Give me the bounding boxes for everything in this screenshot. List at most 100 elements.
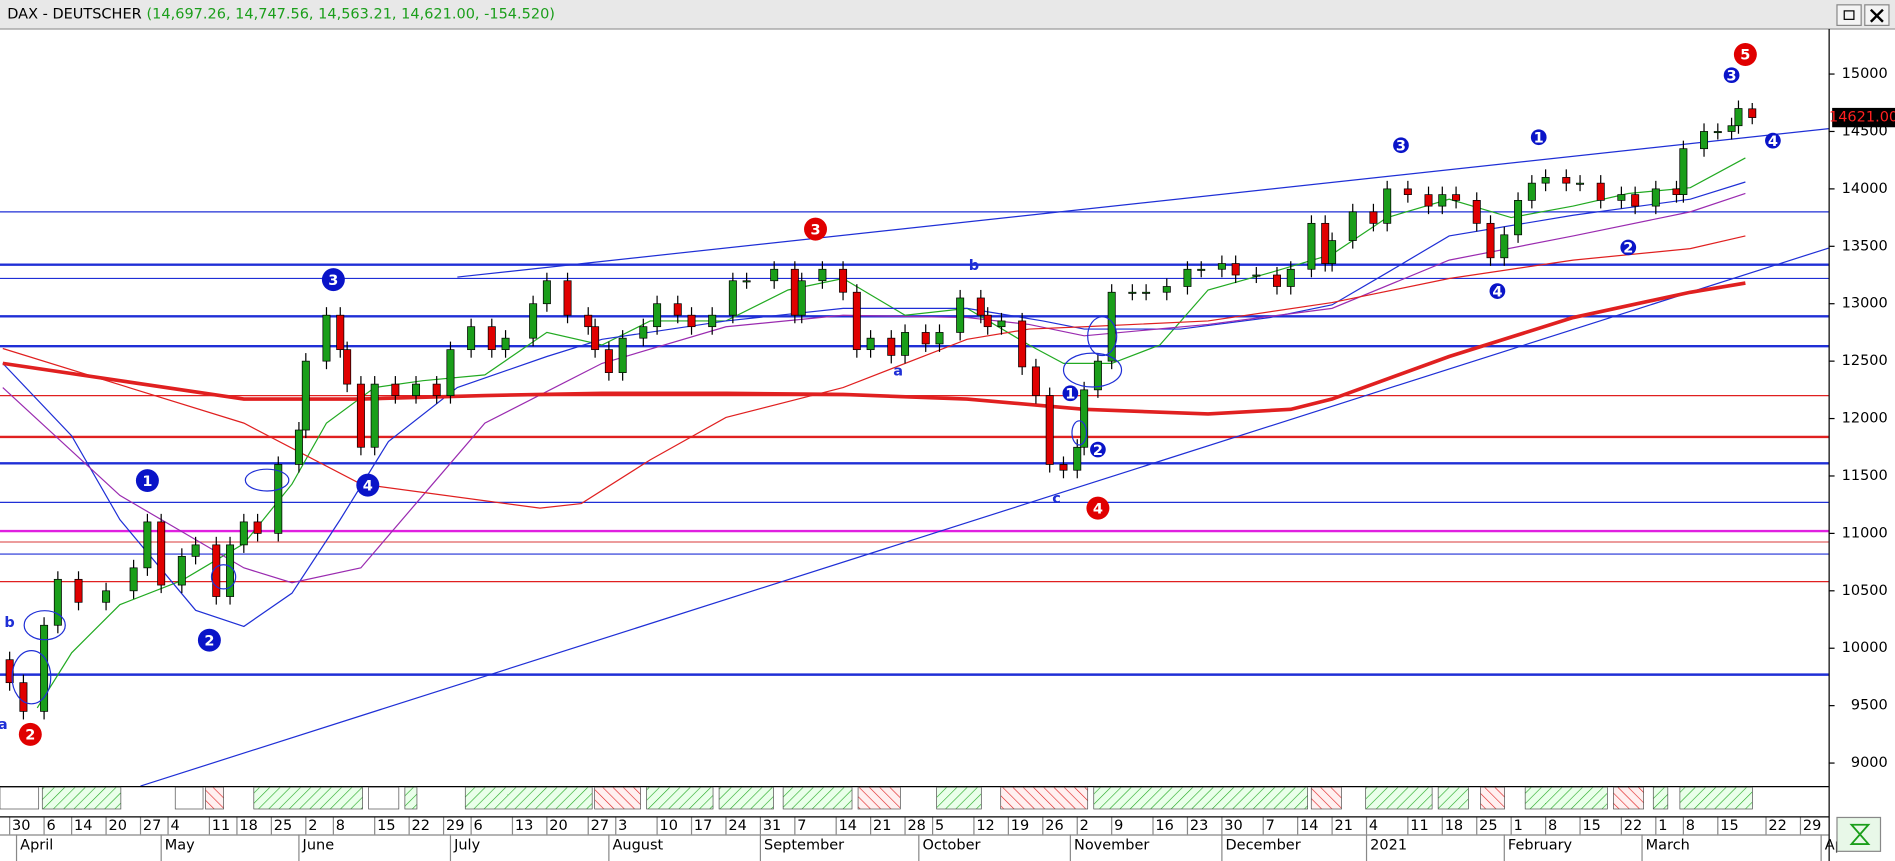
- strip-cell: [857, 786, 901, 810]
- candle-body: [1500, 234, 1509, 259]
- wave-label: 4: [1768, 134, 1778, 150]
- candle-body: [1713, 131, 1722, 134]
- candle-body: [1273, 274, 1281, 287]
- month-label: August: [613, 837, 664, 853]
- candle-body: [584, 314, 593, 328]
- wave-label: 4: [363, 478, 373, 494]
- candle-body: [742, 280, 751, 283]
- x-tick-label: 15: [1582, 818, 1600, 834]
- candle-body: [1679, 148, 1688, 195]
- wave-marker: [197, 628, 221, 652]
- wave-label: 4: [1492, 284, 1502, 300]
- y-tick-label: 10500: [1842, 583, 1888, 599]
- wave-marker: [1733, 43, 1757, 67]
- month-label: February: [1508, 837, 1573, 853]
- moving-average: [2, 235, 1746, 509]
- candle-body: [191, 544, 200, 557]
- strip-cell: [1524, 786, 1608, 810]
- strip-cell: [646, 786, 714, 810]
- month-label: April: [20, 837, 53, 853]
- wave-label: 2: [1623, 241, 1633, 257]
- window-buttons[interactable]: [1836, 4, 1890, 26]
- restore-icon: [1843, 10, 1855, 20]
- candle-body: [1403, 188, 1412, 195]
- candle-body: [1472, 200, 1481, 224]
- candle-body: [797, 280, 806, 316]
- ellipse: [1062, 352, 1123, 388]
- strip-cell: [782, 786, 853, 810]
- candle-body: [1438, 194, 1447, 207]
- candle-body: [322, 314, 331, 362]
- x-tick-label: 12: [976, 818, 994, 834]
- y-tick-label: 9000: [1851, 755, 1888, 771]
- x-tick-label: 2: [1080, 818, 1089, 834]
- y-tick-label: 12500: [1842, 353, 1888, 369]
- candle-body: [901, 332, 910, 356]
- candle-body: [956, 297, 965, 333]
- candle-body: [1307, 222, 1316, 270]
- candle-body: [19, 682, 28, 712]
- x-tick-label: 14: [74, 818, 92, 834]
- x-tick-label: 23: [1190, 818, 1208, 834]
- x-tick-label: 31: [763, 818, 781, 834]
- strip-cell: [1480, 786, 1506, 810]
- month-label: March: [1646, 837, 1690, 853]
- strip-cell: [205, 786, 224, 810]
- y-tick-label: 9500: [1851, 698, 1888, 714]
- y-tick-label: 11500: [1842, 468, 1888, 484]
- y-tick-label: 13500: [1842, 238, 1888, 254]
- x-tick-label: 14: [839, 818, 857, 834]
- y-tick-label: 11000: [1842, 525, 1888, 541]
- wave-marker: [321, 268, 345, 292]
- candle-body: [343, 349, 352, 385]
- candle-body: [1348, 211, 1357, 241]
- strip-cell: [1613, 786, 1644, 810]
- strip-cell: [41, 786, 122, 810]
- candle-body: [501, 337, 510, 351]
- x-tick-label: 7: [1266, 818, 1275, 834]
- candle-body: [887, 337, 896, 356]
- candle-body: [1321, 222, 1330, 264]
- corner-icon: [1849, 823, 1871, 845]
- month-label: November: [1074, 837, 1149, 853]
- y-tick-label: 14000: [1842, 181, 1888, 197]
- x-tick-label: 17: [694, 818, 712, 834]
- price-tag: 14621.00: [1829, 110, 1895, 126]
- x-tick-label: 25: [1479, 818, 1497, 834]
- candle-body: [673, 303, 682, 316]
- month-label: May: [165, 837, 195, 853]
- x-tick-label: 30: [12, 818, 30, 834]
- x-tick-label: 13: [515, 818, 533, 834]
- wave-label: 3: [1727, 68, 1737, 84]
- wave-label: a: [893, 363, 903, 379]
- strip-cell: [1365, 786, 1433, 810]
- y-tick-label: 12000: [1842, 411, 1888, 427]
- wave-label: 4: [1093, 501, 1103, 517]
- candle-body: [728, 280, 737, 316]
- ellipse: [1087, 316, 1118, 357]
- candle-body: [391, 383, 400, 396]
- corner-button[interactable]: [1836, 816, 1882, 852]
- wave-label: 3: [810, 222, 820, 238]
- wave-marker: [1090, 441, 1106, 458]
- wave-marker: [1765, 132, 1781, 149]
- month-label: 2021: [1370, 837, 1407, 853]
- candle-body: [618, 337, 627, 373]
- candle-body: [294, 429, 303, 465]
- candle-body: [467, 326, 476, 351]
- candle-body: [818, 268, 827, 282]
- candle-body: [1700, 131, 1709, 150]
- ellipse: [244, 468, 290, 492]
- x-tick-label: 11: [1410, 818, 1428, 834]
- candle-body: [1748, 108, 1757, 118]
- candle-body: [604, 349, 613, 373]
- x-tick-label: 1: [1658, 818, 1667, 834]
- ellipse: [23, 610, 66, 641]
- wave-label: 2: [25, 728, 35, 744]
- wave-marker: [1530, 129, 1547, 146]
- restore-button[interactable]: [1836, 4, 1862, 26]
- x-tick-label: 1: [1514, 818, 1523, 834]
- x-tick-label: 4: [170, 818, 179, 834]
- strip-cell: [936, 786, 982, 810]
